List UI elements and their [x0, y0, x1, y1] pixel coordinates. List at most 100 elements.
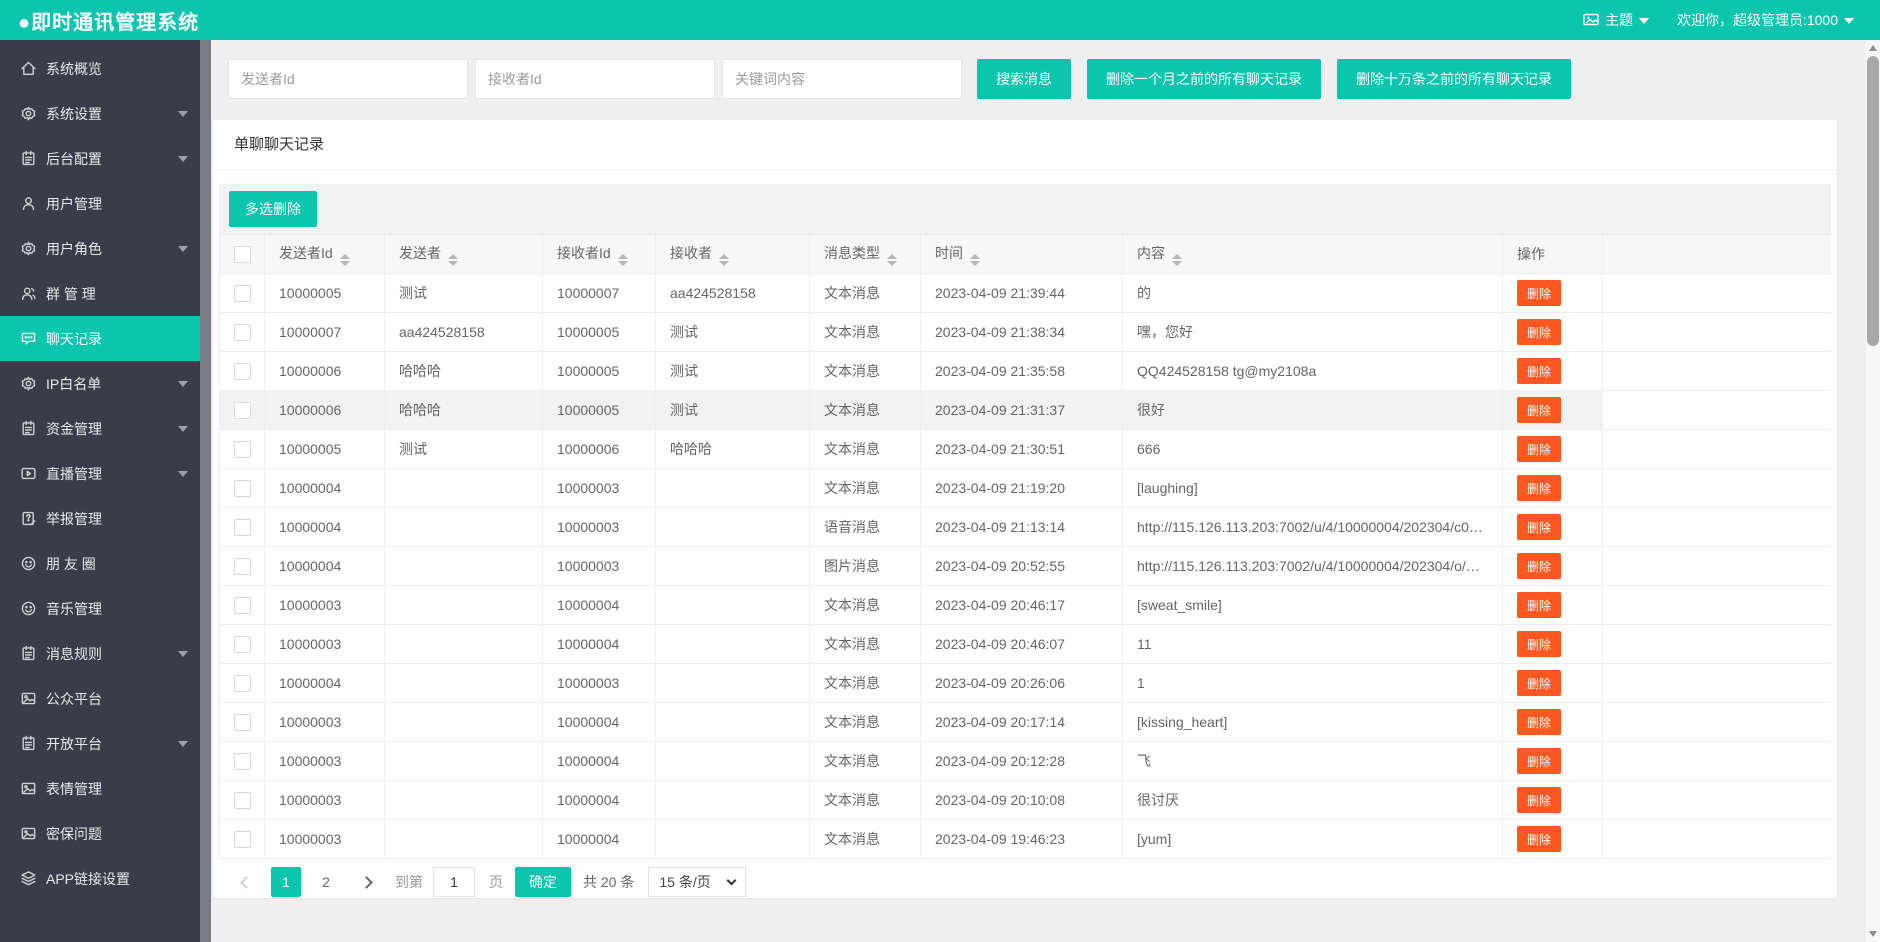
scrollbar-thumb[interactable]	[1867, 56, 1879, 346]
sidebar-item-15[interactable]: 开放平台	[0, 721, 200, 766]
sidebar-item-4[interactable]: 用户角色	[0, 226, 200, 271]
sidebar-item-18[interactable]: APP链接设置	[0, 856, 200, 901]
row-checkbox[interactable]	[233, 518, 251, 536]
row-checkbox[interactable]	[233, 596, 251, 614]
page-size-select[interactable]: 15 条/页	[648, 867, 747, 897]
jump-page-input[interactable]	[433, 867, 475, 897]
select-all-checkbox[interactable]	[233, 245, 251, 263]
sidebar-item-6[interactable]: 聊天记录	[0, 316, 200, 361]
sidebar-item-17[interactable]: 密保问题	[0, 811, 200, 856]
sidebar-item-12[interactable]: 音乐管理	[0, 586, 200, 631]
delete-row-button[interactable]: 删除	[1517, 358, 1562, 384]
delete-row-button[interactable]: 删除	[1517, 514, 1562, 540]
row-checkbox[interactable]	[233, 830, 251, 848]
theme-menu[interactable]: 主题	[1583, 10, 1649, 30]
sidebar-item-14[interactable]: 公众平台	[0, 676, 200, 721]
column-header-receiver-id[interactable]: 接收者Id	[542, 234, 656, 274]
column-header-message-type[interactable]: 消息类型	[809, 234, 921, 274]
row-checkbox[interactable]	[233, 791, 251, 809]
sort-icon[interactable]	[617, 253, 628, 266]
form-icon	[20, 645, 37, 662]
delete-row-button[interactable]: 删除	[1517, 826, 1562, 852]
column-header-sender-id[interactable]: 发送者Id	[264, 234, 385, 274]
cell-receiver-id: 10000006	[542, 429, 656, 469]
chevron-down-icon	[726, 875, 737, 886]
sidebar-item-10[interactable]: 举报管理	[0, 496, 200, 541]
delete-row-button[interactable]: 删除	[1517, 475, 1562, 501]
sidebar-item-9[interactable]: 直播管理	[0, 451, 200, 496]
delete-row-button[interactable]: 删除	[1517, 670, 1562, 696]
row-checkbox-cell	[219, 351, 265, 391]
page-button-2[interactable]: 2	[322, 874, 330, 890]
sidebar-item-16[interactable]: 表情管理	[0, 766, 200, 811]
action-cell: 删除	[1502, 390, 1603, 430]
row-checkbox[interactable]	[233, 479, 251, 497]
table-row: 10000006 哈哈哈 10000005 测试 文本消息 2023-04-09 21:3…	[219, 351, 1831, 391]
delete-row-button[interactable]: 删除	[1517, 553, 1562, 579]
cell-type: 语音消息	[809, 507, 921, 547]
sort-icon[interactable]	[339, 253, 350, 266]
chat-records-table: 发送者Id 发送者 接收者Id 接收者 消息类型 时间 内容 操作 10000005 测试 100…	[219, 234, 1831, 859]
chevron-down-icon	[178, 470, 188, 477]
sort-icon[interactable]	[1172, 253, 1182, 266]
sidebar-item-8[interactable]: 资金管理	[0, 406, 200, 451]
sidebar-item-3[interactable]: 用户管理	[0, 181, 200, 226]
delete-row-button[interactable]: 删除	[1517, 631, 1562, 657]
row-checkbox[interactable]	[233, 713, 251, 731]
group-icon	[20, 285, 37, 302]
column-header-receiver[interactable]: 接收者	[655, 234, 810, 274]
row-checkbox[interactable]	[233, 401, 251, 419]
delete-row-button[interactable]: 删除	[1517, 319, 1562, 345]
row-checkbox[interactable]	[233, 440, 251, 458]
delete-row-button[interactable]: 删除	[1517, 397, 1562, 423]
sidebar-item-5[interactable]: 群 管 理	[0, 271, 200, 316]
delete-row-button[interactable]: 删除	[1517, 436, 1562, 462]
delete-row-button[interactable]: 删除	[1517, 592, 1562, 618]
sidebar-item-13[interactable]: 消息规则	[0, 631, 200, 676]
column-header-content[interactable]: 内容	[1122, 234, 1503, 274]
sort-icon[interactable]	[970, 253, 980, 266]
table-row: 10000004 10000003 图片消息 2023-04-09 20:52:55 h…	[219, 546, 1831, 586]
sidebar-item-11[interactable]: 朋 友 圈	[0, 541, 200, 586]
column-label: 操作	[1517, 246, 1545, 262]
multi-delete-button[interactable]: 多选删除	[229, 191, 317, 227]
column-header-time[interactable]: 时间	[920, 234, 1123, 274]
sort-icon[interactable]	[719, 253, 729, 266]
receiver-id-input[interactable]	[475, 59, 715, 99]
sort-icon[interactable]	[887, 253, 897, 266]
delete-month-old-button[interactable]: 删除一个月之前的所有聊天记录	[1087, 59, 1321, 99]
row-checkbox[interactable]	[233, 635, 251, 653]
jump-confirm-button[interactable]: 确定	[515, 867, 571, 897]
jump-unit-label: 页	[489, 874, 503, 890]
sidebar-item-0[interactable]: 系统概览	[0, 46, 200, 91]
row-checkbox[interactable]	[233, 323, 251, 341]
row-checkbox[interactable]	[233, 557, 251, 575]
delete-row-button[interactable]: 删除	[1517, 709, 1562, 735]
image-icon	[20, 825, 37, 842]
column-header-sender[interactable]: 发送者	[384, 234, 543, 274]
page-button-1[interactable]: 1	[271, 867, 301, 897]
row-checkbox[interactable]	[233, 752, 251, 770]
delete-over-100k-button[interactable]: 删除十万条之前的所有聊天记录	[1337, 59, 1571, 99]
scroll-down-arrow-icon[interactable]	[1869, 931, 1877, 937]
scroll-up-arrow-icon[interactable]	[1869, 45, 1877, 51]
delete-row-button[interactable]: 删除	[1517, 787, 1562, 813]
search-messages-button[interactable]: 搜索消息	[977, 59, 1071, 99]
sidebar-item-2[interactable]: 后台配置	[0, 136, 200, 181]
keyword-input[interactable]	[722, 59, 962, 99]
sender-id-input[interactable]	[228, 59, 468, 99]
sort-icon[interactable]	[448, 253, 458, 266]
row-checkbox[interactable]	[233, 284, 251, 302]
page-scrollbar[interactable]	[1866, 40, 1880, 942]
action-cell: 删除	[1502, 702, 1603, 742]
sidebar-scrollbar[interactable]	[200, 40, 211, 942]
row-checkbox[interactable]	[233, 362, 251, 380]
sidebar-item-1[interactable]: 系统设置	[0, 91, 200, 136]
user-menu[interactable]: 欢迎你，超级管理员:1000	[1677, 10, 1854, 30]
delete-row-button[interactable]: 删除	[1517, 748, 1562, 774]
prev-page-button[interactable]	[231, 867, 261, 897]
delete-row-button[interactable]: 删除	[1517, 280, 1562, 306]
sidebar-item-7[interactable]: IP白名单	[0, 361, 200, 406]
next-page-button[interactable]	[351, 867, 381, 897]
row-checkbox[interactable]	[233, 674, 251, 692]
